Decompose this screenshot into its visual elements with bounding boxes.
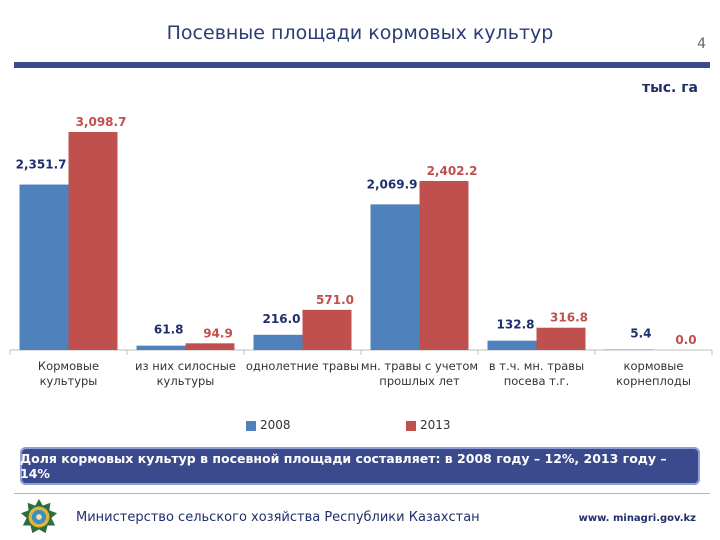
bar-2008-3 bbox=[370, 204, 420, 350]
bar-2008-2 bbox=[253, 334, 303, 350]
unit-label: тыс. га bbox=[641, 80, 698, 96]
category-label-0: Кормовые bbox=[38, 359, 99, 373]
data-label-2008-2: 216.0 bbox=[263, 312, 301, 326]
title-divider bbox=[14, 62, 710, 68]
category-label-3: прошлых лет bbox=[379, 374, 460, 388]
category-label-4: посева т.г. bbox=[504, 374, 570, 388]
category-label-1: культуры bbox=[157, 374, 215, 388]
data-label-2013-3: 2,402.2 bbox=[427, 164, 478, 178]
category-label-1: из них силосные bbox=[135, 359, 236, 373]
legend-swatch-2013 bbox=[406, 420, 416, 431]
category-label-4: в т.ч. мн. травы bbox=[489, 359, 584, 373]
data-label-2013-2: 571.0 bbox=[316, 293, 354, 307]
data-label-2008-4: 132.8 bbox=[497, 318, 535, 332]
data-label-2013-5: 0.0 bbox=[675, 333, 696, 347]
category-label-2: однолетние травы bbox=[246, 359, 359, 373]
bar-2008-1 bbox=[136, 345, 186, 350]
data-label-2013-0: 3,098.7 bbox=[76, 115, 127, 129]
legend-item-2013: 2013 bbox=[406, 418, 451, 432]
data-label-2013-1: 94.9 bbox=[203, 326, 233, 340]
website-link[interactable]: www. minagri.gov.kz bbox=[578, 513, 696, 524]
legend-label-2013: 2013 bbox=[420, 418, 451, 432]
kazakhstan-emblem-icon bbox=[20, 498, 58, 534]
bar-2008-0 bbox=[19, 184, 69, 350]
bar-2013-4 bbox=[536, 327, 586, 350]
page-number: 4 bbox=[697, 36, 706, 52]
data-label-2008-1: 61.8 bbox=[154, 323, 184, 337]
data-label-2013-4: 316.8 bbox=[550, 311, 588, 325]
slide-title: Посевные площади кормовых культур bbox=[166, 22, 554, 44]
summary-banner: Доля кормовых культур в посевной площади… bbox=[20, 447, 700, 485]
data-label-2008-3: 2,069.9 bbox=[367, 177, 418, 191]
chart-legend: 2008 2013 bbox=[0, 418, 720, 436]
data-label-2008-0: 2,351.7 bbox=[16, 158, 67, 172]
bar-2008-4 bbox=[487, 340, 537, 350]
legend-label-2008: 2008 bbox=[260, 418, 291, 432]
summary-text: Доля кормовых культур в посевной площади… bbox=[20, 451, 667, 481]
bar-2013-3 bbox=[419, 181, 469, 350]
bar-2013-1 bbox=[185, 343, 235, 350]
category-label-5: кормовые bbox=[624, 359, 684, 373]
bar-2013-0 bbox=[68, 132, 118, 350]
category-label-5: корнеплоды bbox=[616, 374, 691, 388]
footer-divider bbox=[14, 493, 710, 494]
category-label-3: мн. травы с учетом bbox=[361, 359, 478, 373]
legend-item-2008: 2008 bbox=[246, 418, 291, 432]
legend-swatch-2008 bbox=[246, 420, 256, 431]
bar-2013-2 bbox=[302, 309, 352, 350]
ministry-name: Министерство сельского хозяйства Республ… bbox=[76, 510, 480, 525]
data-label-2008-5: 5.4 bbox=[630, 327, 651, 341]
category-label-0: культуры bbox=[40, 374, 98, 388]
